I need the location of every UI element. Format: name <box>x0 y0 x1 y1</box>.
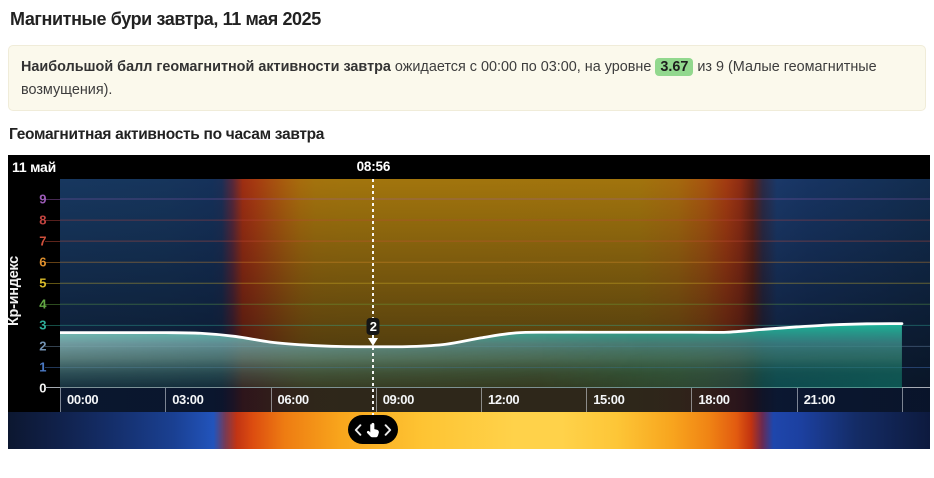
x-axis-band: 00:00 03:00 06:00 09:00 12:00 15:00 18:00 21:00 <box>60 388 930 412</box>
chevron-right-icon[interactable] <box>384 423 392 436</box>
alert-lead: Наибольшой балл геомагнитной активности … <box>21 59 391 75</box>
kp-area-chart <box>58 198 930 388</box>
gridline-stub-kp-2 <box>45 345 60 347</box>
kp-area-fill-sheen <box>60 323 902 388</box>
x-axis-label-12:00: 12:00 <box>488 392 520 407</box>
x-tick-3 <box>165 388 167 412</box>
alert-kp-value: 3.67 <box>655 58 694 76</box>
gridline-stub-kp-5 <box>45 282 60 284</box>
y-axis-label-1: 1 <box>39 359 46 375</box>
alert-text-after: из 9 (Малые геомагнитные возмущения). <box>21 59 877 98</box>
x-tick-15 <box>586 388 588 412</box>
y-axis-label-8: 8 <box>39 212 46 228</box>
gridline-stub-kp-0 <box>45 387 60 388</box>
gridline-stub-kp-1 <box>45 366 60 368</box>
x-tick-18 <box>691 388 693 412</box>
x-tick-21 <box>796 388 798 412</box>
alert-box: Наибольшой балл геомагнитной активности … <box>8 45 926 111</box>
time-nav-control[interactable] <box>348 415 399 444</box>
x-tick-9 <box>375 388 377 412</box>
gridline-stub-kp-8 <box>45 219 60 221</box>
geomagnetic-activity-chart: 11 май 08:56 Кр-индекс <box>6 155 930 449</box>
gridline-stub-kp-6 <box>45 261 60 263</box>
x-axis-label-18:00: 18:00 <box>698 392 730 407</box>
x-axis-label-09:00: 09:00 <box>382 392 415 407</box>
y-axis-label-6: 6 <box>39 254 46 270</box>
cursor-time-label: 08:56 <box>356 159 391 174</box>
x-axis-label-00:00: 00:00 <box>67 392 99 407</box>
section-title: Геомагнитная активность по часам завтра <box>9 126 325 143</box>
x-tick-6 <box>270 388 272 412</box>
gridline-stub-kp-7 <box>45 240 60 242</box>
page-title: Магнитные бури завтра, 11 мая 2025 <box>10 9 321 29</box>
kp-line <box>58 322 904 349</box>
y-axis-label-4: 4 <box>39 296 46 312</box>
y-axis-label-5: 5 <box>39 275 46 291</box>
chart-date-label: 11 май <box>12 159 57 175</box>
plot-area[interactable] <box>58 179 930 388</box>
y-axis-label-7: 7 <box>39 233 46 249</box>
cursor-value-badge: 2 <box>366 318 380 336</box>
alert-text-before: ожидается с 00:00 по 03:00, на уровне <box>390 59 656 75</box>
gridline-stub-kp-9 <box>45 198 60 200</box>
x-axis-label-06:00: 06:00 <box>277 392 310 407</box>
y-axis-label-9: 9 <box>39 191 46 207</box>
x-tick-12 <box>481 388 482 412</box>
cursor-arrow-icon <box>368 337 379 346</box>
y-axis-title: Кр-индекс <box>6 256 22 326</box>
x-tick-24 <box>901 388 903 412</box>
chevron-left-icon[interactable] <box>354 423 362 436</box>
x-axis-label-03:00: 03:00 <box>172 392 204 407</box>
y-axis: Кр-индекс 0 1 2 3 4 5 6 7 8 9 <box>6 179 60 395</box>
gridline-stub-kp-3 <box>45 324 60 326</box>
y-axis-label-0: 0 <box>39 380 46 396</box>
hand-pointer-icon <box>367 422 380 437</box>
x-tick-0 <box>60 388 61 412</box>
gridline-stub-kp-4 <box>45 303 60 305</box>
x-axis-label-21:00: 21:00 <box>803 392 836 407</box>
y-axis-label-2: 2 <box>39 338 46 354</box>
daylight-timeline-bar[interactable] <box>8 412 930 449</box>
x-axis-label-15:00: 15:00 <box>593 392 625 407</box>
x-axis: 00:00 03:00 06:00 09:00 12:00 15:00 18:00 21:00 <box>8 388 930 412</box>
y-axis-label-3: 3 <box>39 317 46 333</box>
chart-topbar: 11 май 08:56 <box>8 155 930 179</box>
time-cursor-line <box>372 179 375 418</box>
